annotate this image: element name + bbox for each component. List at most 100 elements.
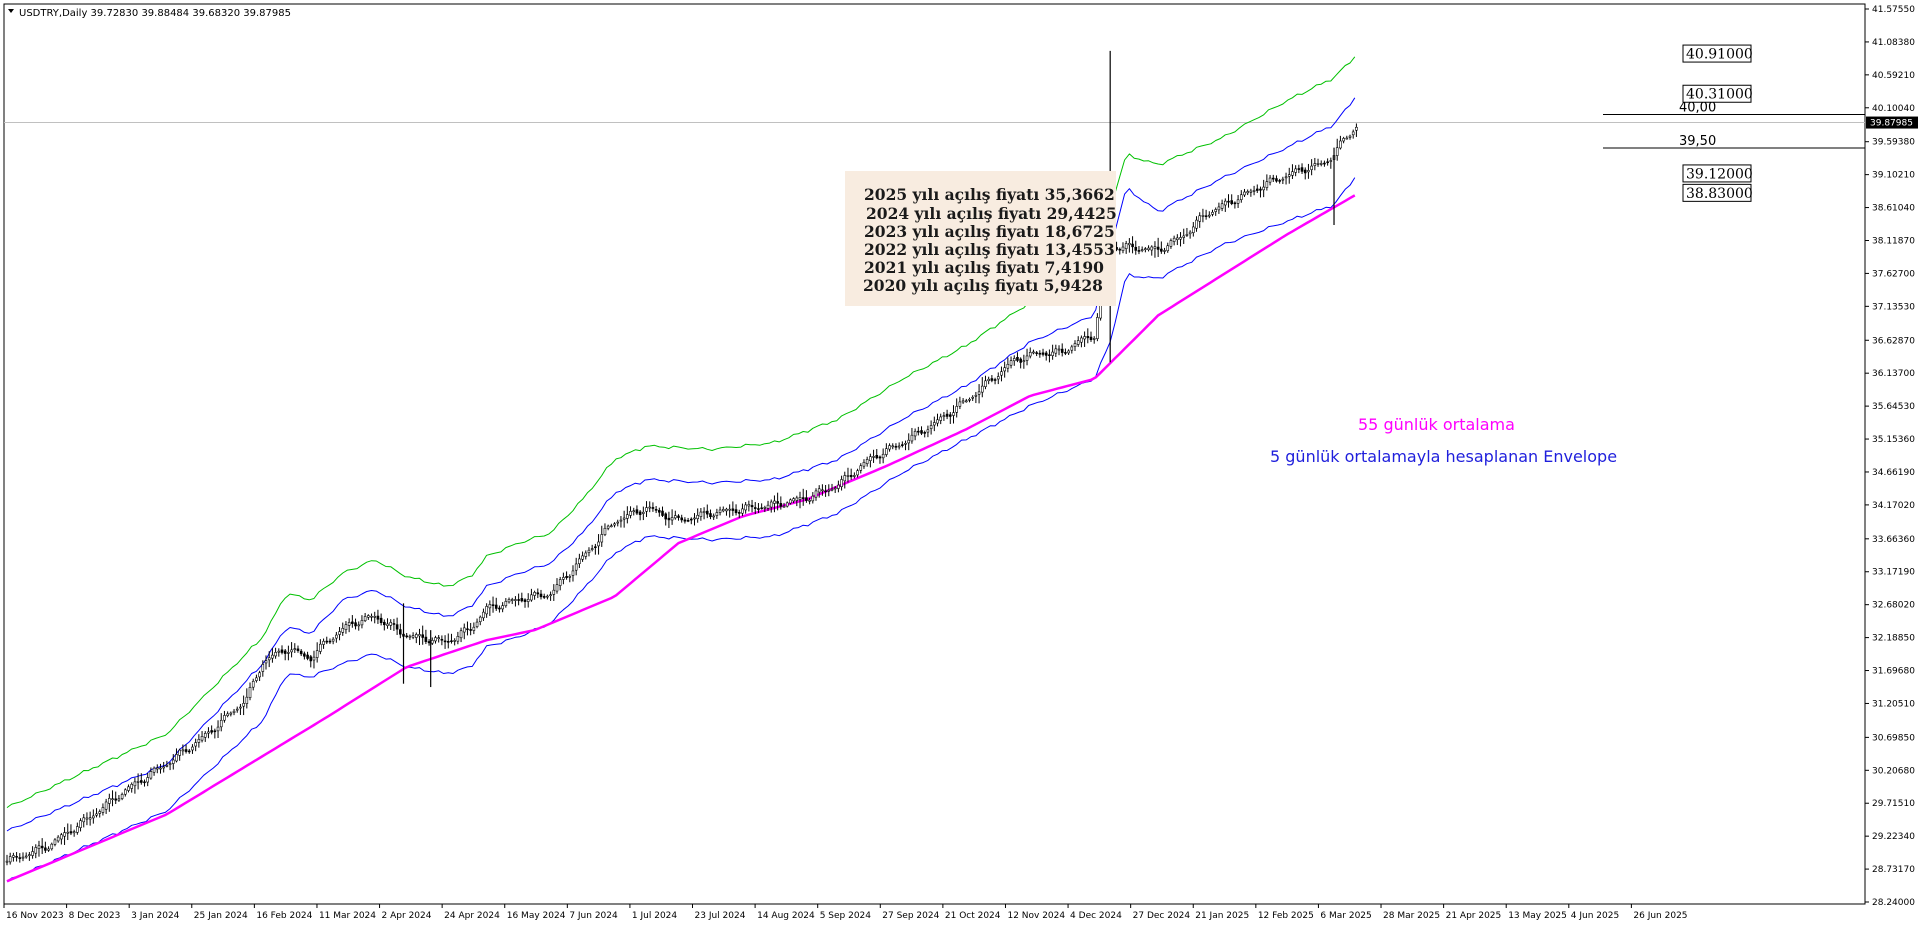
candle-body bbox=[613, 523, 616, 526]
candle-body bbox=[459, 630, 463, 639]
candle-body bbox=[1271, 177, 1275, 180]
y-tick-label: 28.24000 bbox=[1872, 898, 1915, 908]
candle-body bbox=[140, 780, 143, 783]
hline-label: 39,50 bbox=[1679, 134, 1716, 149]
candle-body bbox=[827, 489, 831, 492]
candle-body bbox=[162, 766, 165, 769]
candle-body bbox=[562, 577, 565, 580]
candle-body bbox=[817, 488, 821, 493]
candle-body bbox=[677, 515, 680, 518]
candle-body bbox=[1297, 168, 1301, 170]
candle-body bbox=[338, 631, 341, 635]
candle-body bbox=[213, 730, 217, 733]
candle-body bbox=[219, 719, 223, 728]
candle-body bbox=[1003, 367, 1006, 372]
candle-body bbox=[341, 628, 345, 633]
candle-body bbox=[386, 623, 389, 626]
y-tick-label: 34.17020 bbox=[1872, 501, 1915, 511]
candle-body bbox=[245, 696, 249, 704]
candle-body bbox=[766, 504, 770, 509]
candle-body bbox=[814, 490, 818, 498]
candle-body bbox=[491, 604, 495, 606]
candle-body bbox=[47, 848, 50, 851]
candle-body bbox=[405, 635, 409, 638]
candle-body bbox=[904, 442, 907, 445]
candle-body bbox=[549, 594, 552, 597]
candle-body bbox=[837, 484, 840, 489]
candle-body bbox=[34, 847, 38, 854]
y-tick-label: 28.73170 bbox=[1872, 865, 1915, 875]
collapse-triangle-icon[interactable] bbox=[8, 9, 14, 13]
candle-body bbox=[1217, 206, 1221, 211]
note-line-2024: 2024 yılı açılış fiyatı 29,4425 bbox=[866, 204, 1117, 223]
candle-body bbox=[1163, 250, 1166, 252]
candle-body bbox=[1236, 199, 1240, 204]
candle-body bbox=[76, 826, 79, 833]
candle-body bbox=[152, 767, 156, 773]
candle-body bbox=[769, 501, 773, 508]
candle-body bbox=[1150, 246, 1154, 251]
y-tick-label: 37.62700 bbox=[1872, 269, 1915, 279]
candle-body bbox=[702, 511, 706, 514]
x-tick-label: 1 Jul 2024 bbox=[632, 911, 677, 921]
candle-body bbox=[469, 629, 472, 631]
candle-body bbox=[1294, 168, 1297, 173]
candle-body bbox=[744, 504, 747, 511]
candle-body bbox=[21, 856, 25, 859]
candle-body bbox=[501, 605, 504, 610]
candle-body bbox=[670, 517, 674, 521]
y-tick-label: 31.20510 bbox=[1872, 699, 1915, 709]
candle-body bbox=[1275, 178, 1278, 182]
price-box-label: 40.31000 bbox=[1686, 87, 1753, 103]
y-tick-label: 41.57550 bbox=[1872, 5, 1915, 15]
y-tick-label: 32.68020 bbox=[1872, 601, 1915, 611]
x-tick-label: 21 Jan 2025 bbox=[1195, 911, 1249, 921]
candle-body bbox=[443, 640, 447, 643]
candle-body bbox=[830, 488, 834, 491]
candle-body bbox=[1185, 234, 1189, 236]
candle-body bbox=[430, 640, 434, 644]
y-tick-label: 31.69680 bbox=[1872, 667, 1915, 677]
candle-body bbox=[971, 396, 974, 399]
candle-body bbox=[980, 385, 984, 393]
candle-body bbox=[1124, 243, 1128, 249]
candle-body bbox=[1348, 135, 1352, 138]
note-line-2025: 2025 yılı açılış fiyatı 35,3662 bbox=[864, 185, 1115, 204]
candle-body bbox=[363, 616, 367, 622]
candle-body bbox=[1070, 346, 1074, 351]
candle-body bbox=[149, 771, 153, 779]
candle-body bbox=[1195, 219, 1198, 229]
candle-body bbox=[945, 413, 949, 417]
x-tick-label: 21 Apr 2025 bbox=[1446, 911, 1502, 921]
candle-body bbox=[696, 514, 699, 519]
candle-body bbox=[1278, 180, 1281, 182]
candle-body bbox=[111, 798, 114, 800]
candle-body bbox=[1246, 191, 1249, 194]
candle-body bbox=[187, 750, 191, 753]
candle-body bbox=[955, 406, 958, 413]
candle-body bbox=[875, 455, 879, 459]
candle-body bbox=[504, 601, 508, 607]
candle-body bbox=[705, 510, 709, 515]
x-tick-label: 2 Apr 2024 bbox=[382, 911, 432, 921]
candle-body bbox=[853, 475, 856, 477]
candle-body bbox=[558, 579, 562, 586]
candle-body bbox=[1233, 202, 1237, 205]
candle-body bbox=[171, 759, 175, 764]
candle-body bbox=[411, 635, 415, 638]
candle-body bbox=[757, 508, 760, 510]
candle-body bbox=[929, 425, 933, 429]
candle-body bbox=[984, 380, 987, 387]
candle-body bbox=[31, 851, 34, 856]
candle-body bbox=[1243, 191, 1246, 196]
candle-body bbox=[1028, 351, 1032, 357]
candle-body bbox=[933, 422, 936, 426]
candle-body bbox=[821, 489, 824, 492]
price-box-label: 39.12000 bbox=[1686, 166, 1753, 182]
candle-body bbox=[865, 459, 869, 464]
x-tick-label: 3 Jan 2024 bbox=[131, 911, 179, 921]
candle-body bbox=[993, 379, 997, 381]
candle-body bbox=[88, 817, 92, 820]
